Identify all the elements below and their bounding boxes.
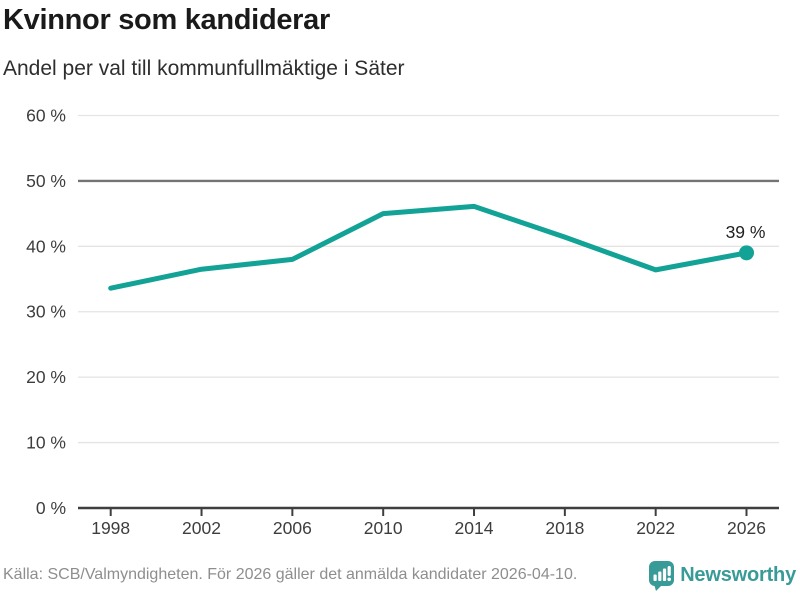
y-tick-label: 0 % — [36, 498, 66, 518]
x-tick-label: 2018 — [545, 518, 584, 538]
y-tick-label: 60 % — [26, 105, 66, 125]
end-point-dot — [739, 245, 755, 261]
chart-title: Kvinnor som kandiderar — [3, 4, 330, 36]
y-tick-label: 50 % — [26, 171, 66, 191]
y-tick-label: 40 % — [26, 236, 66, 256]
chart-footer: Källa: SCB/Valmyndigheten. För 2026 gäll… — [0, 558, 800, 600]
source-note: Källa: SCB/Valmyndigheten. För 2026 gäll… — [3, 566, 578, 583]
chart-subtitle: Andel per val till kommunfullmäktige i S… — [3, 57, 405, 80]
y-tick-label: 10 % — [26, 433, 66, 453]
x-tick-label: 1998 — [91, 518, 130, 538]
x-tick-label: 2006 — [273, 518, 312, 538]
x-tick-label: 2014 — [455, 518, 494, 538]
newsworthy-wordmark: Newsworthy — [680, 563, 796, 586]
end-value-label: 39 % — [726, 222, 766, 242]
x-tick-label: 2022 — [636, 518, 675, 538]
x-tick-label: 2010 — [364, 518, 403, 538]
x-tick-label: 2026 — [727, 518, 766, 538]
x-tick-label: 2002 — [182, 518, 221, 538]
y-tick-label: 30 % — [26, 302, 66, 322]
y-tick-label: 20 % — [26, 367, 66, 387]
newsworthy-logo-icon — [649, 560, 675, 591]
data-line — [108, 203, 750, 291]
newsworthy-brand: Newsworthy — [648, 560, 796, 591]
